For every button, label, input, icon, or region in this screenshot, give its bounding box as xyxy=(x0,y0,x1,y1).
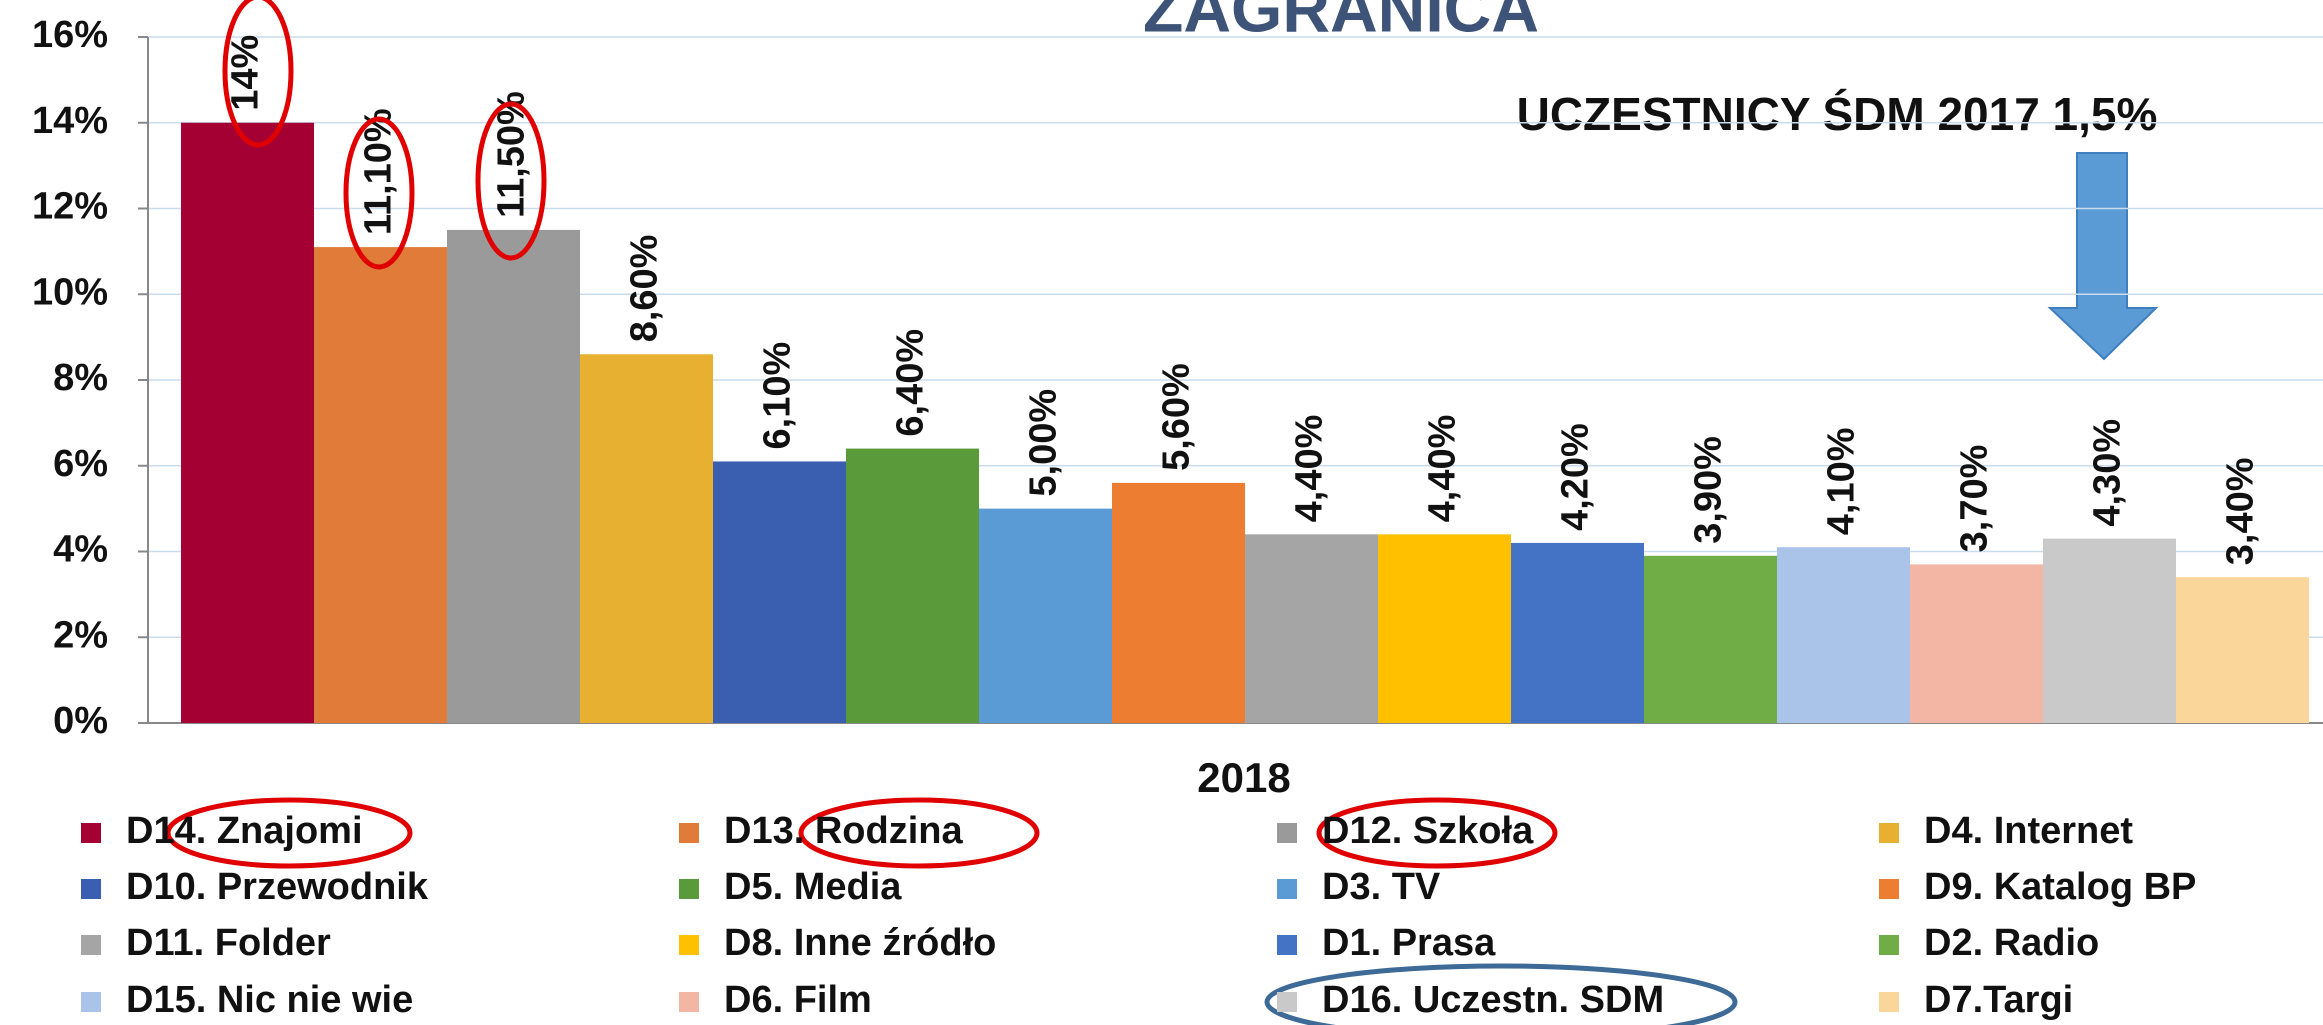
y-tick-label: 6% xyxy=(53,443,108,485)
value-label: 5,00% xyxy=(1023,389,1065,497)
legend-label: D10. Przewodnik xyxy=(126,866,429,908)
bar xyxy=(1378,534,1511,723)
bar xyxy=(314,247,447,723)
value-label: 3,40% xyxy=(2220,457,2262,565)
bar xyxy=(1511,542,1644,723)
value-label: 3,90% xyxy=(1688,436,1730,544)
y-tick-label: 8% xyxy=(53,357,108,399)
value-label: 8,60% xyxy=(624,235,666,343)
bar xyxy=(580,354,713,723)
legend-label: D7.Targi xyxy=(1924,979,2073,1021)
legend-label: D9. Katalog BP xyxy=(1924,866,2196,908)
highlight xyxy=(798,797,1040,869)
legend-swatch xyxy=(679,823,699,843)
y-tick-label: 0% xyxy=(53,700,108,742)
legend-label: D14. Znajomi xyxy=(126,810,363,852)
bar xyxy=(846,448,979,723)
bar xyxy=(979,508,1112,723)
value-label: 5,60% xyxy=(1156,363,1198,471)
bar xyxy=(2176,577,2309,723)
highlight xyxy=(1264,963,1738,1025)
value-label: 3,70% xyxy=(1954,445,1996,553)
legend-label: D16. Uczestn. SDM xyxy=(1322,979,1664,1021)
value-label: 4,30% xyxy=(2087,419,2129,527)
value-label: 14% xyxy=(225,35,267,111)
legend-swatch xyxy=(1277,935,1297,955)
bar xyxy=(447,229,580,723)
legend-swatch xyxy=(1879,823,1899,843)
legend-swatch xyxy=(81,992,101,1012)
highlight xyxy=(1316,797,1558,869)
legend-label: D6. Film xyxy=(724,979,872,1021)
legend-swatch xyxy=(1879,992,1899,1012)
legend-label: D2. Radio xyxy=(1924,922,2099,964)
highlight xyxy=(475,101,547,261)
legend-swatch xyxy=(1277,992,1297,1012)
legend-swatch xyxy=(679,992,699,1012)
y-tick-label: 16% xyxy=(32,14,108,56)
highlight xyxy=(343,116,415,270)
legend-label: D3. TV xyxy=(1322,866,1441,908)
bar xyxy=(1112,482,1245,723)
highlight xyxy=(165,797,413,869)
legend-swatch xyxy=(81,879,101,899)
legend-label: D1. Prasa xyxy=(1322,922,1496,964)
legend-label: D4. Internet xyxy=(1924,810,2133,852)
y-tick-label: 4% xyxy=(53,529,108,571)
value-label: 6,10% xyxy=(757,342,799,450)
legend-label: D12. Szkoła xyxy=(1322,810,1534,852)
bar xyxy=(181,122,314,723)
value-label: 4,10% xyxy=(1821,427,1863,535)
legend-swatch xyxy=(1879,935,1899,955)
bar xyxy=(1644,555,1777,723)
legend-swatch xyxy=(81,935,101,955)
legend-swatch xyxy=(1879,879,1899,899)
y-tick-label: 12% xyxy=(32,186,108,228)
value-label: 6,40% xyxy=(890,329,932,437)
chart-title: ZAGRANICA xyxy=(1143,0,1539,45)
highlight xyxy=(222,0,294,148)
y-tick-label: 2% xyxy=(53,614,108,656)
bar xyxy=(2043,538,2176,723)
value-label: 4,40% xyxy=(1289,415,1331,523)
bar xyxy=(1777,547,1910,723)
legend-swatch xyxy=(1277,823,1297,843)
bar xyxy=(1910,564,2043,723)
bar xyxy=(713,461,846,723)
value-label: 4,40% xyxy=(1422,415,1464,523)
legend-label: D15. Nic nie wie xyxy=(126,979,413,1021)
legend-label: D8. Inne źródło xyxy=(724,922,996,964)
legend-swatch xyxy=(679,935,699,955)
legend-label: D11. Folder xyxy=(126,922,331,964)
y-tick-label: 14% xyxy=(32,100,108,142)
legend-label: D5. Media xyxy=(724,866,902,908)
legend-swatch xyxy=(679,879,699,899)
legend-swatch xyxy=(1277,879,1297,899)
bar xyxy=(1245,534,1378,723)
highlights xyxy=(165,0,1738,1025)
annotation: UCZESTNICY ŚDM 2017 1,5% xyxy=(1517,88,2158,140)
legend-swatch xyxy=(81,823,101,843)
legend-label: D13. Rodzina xyxy=(724,810,963,852)
value-label: 4,20% xyxy=(1555,423,1597,531)
y-tick-label: 10% xyxy=(32,271,108,313)
x-tick-label: 2018 xyxy=(1197,754,1290,801)
arrow xyxy=(2047,152,2159,361)
